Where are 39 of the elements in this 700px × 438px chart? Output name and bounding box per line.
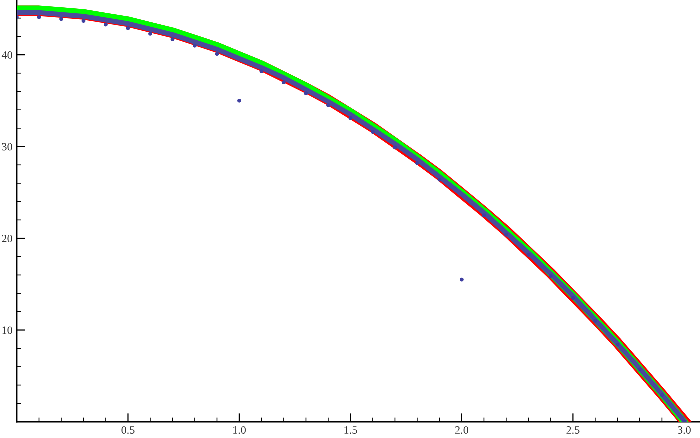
point	[482, 214, 486, 218]
x-tick-label: 1.0	[234, 426, 246, 434]
point	[260, 70, 264, 74]
y-tick-label: 10	[2, 326, 12, 334]
point	[215, 52, 220, 56]
point	[460, 278, 464, 282]
point	[393, 146, 398, 150]
y-tick-label: 40	[2, 52, 12, 60]
point	[326, 104, 330, 108]
point	[60, 17, 64, 22]
x-tick-label: 0.5	[122, 426, 135, 434]
point	[238, 98, 242, 103]
point	[126, 26, 130, 30]
point	[438, 178, 442, 182]
point	[571, 296, 576, 300]
point	[526, 253, 531, 257]
point	[548, 274, 553, 278]
point	[370, 130, 375, 134]
point	[504, 232, 508, 237]
point	[82, 19, 86, 24]
point	[638, 368, 642, 372]
x-tick-label: 3.0	[678, 426, 691, 434]
point	[616, 342, 620, 347]
x-tick-label: 2.5	[566, 426, 580, 434]
point	[148, 32, 152, 36]
y-tick-label: 30	[2, 143, 12, 151]
point	[660, 393, 664, 398]
point	[104, 22, 108, 27]
point	[304, 92, 308, 96]
point	[415, 161, 420, 166]
point	[282, 80, 286, 85]
x-tick-label: 1.5	[344, 426, 358, 434]
point	[170, 37, 175, 42]
x-tick-label: 2.0	[455, 426, 468, 434]
point	[593, 319, 598, 324]
point	[37, 15, 42, 20]
y-tick-label: 20	[2, 234, 12, 242]
point	[193, 44, 197, 48]
point	[348, 116, 353, 120]
